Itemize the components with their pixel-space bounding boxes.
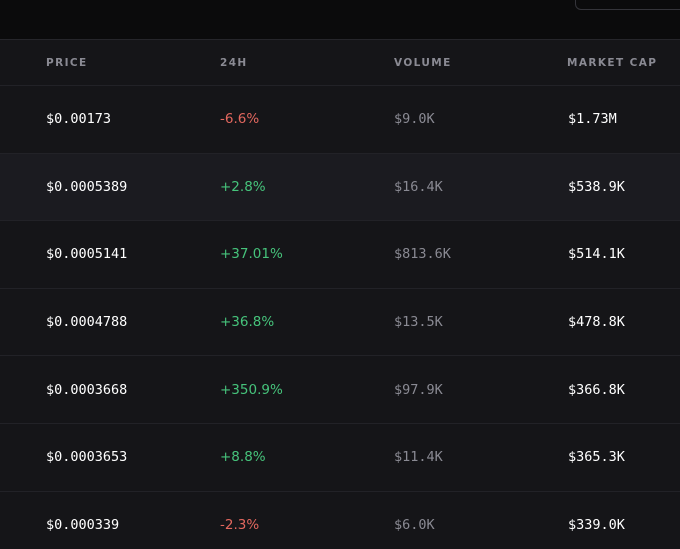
- market-cap-cell: $366.8K: [568, 381, 625, 398]
- table-row[interactable]: $0.0003653 +8.8% $11.4K $365.3K: [0, 423, 680, 492]
- change-24h-cell: +36.8%: [220, 314, 275, 331]
- top-bar: [0, 0, 680, 40]
- search-input[interactable]: [575, 0, 680, 10]
- change-24h-cell: -6.6%: [220, 111, 260, 128]
- price-cell: $0.00173: [46, 111, 112, 128]
- price-cell: $0.0004788: [46, 314, 128, 331]
- price-cell: $0.0005141: [46, 246, 128, 263]
- volume-cell: $813.6K: [394, 246, 451, 263]
- table-row[interactable]: $0.00173 -6.6% $9.0K $1.73M: [0, 86, 680, 154]
- volume-cell: $11.4K: [394, 449, 443, 466]
- volume-cell: $6.0K: [394, 516, 435, 533]
- change-24h-cell: +350.9%: [220, 381, 283, 398]
- token-table: PRICE 24H VOLUME MARKET CAP $0.00173 -6.…: [0, 40, 680, 549]
- table-row[interactable]: $0.000339 -2.3% $6.0K $339.0K: [0, 491, 680, 549]
- table-header: PRICE 24H VOLUME MARKET CAP: [0, 40, 680, 86]
- table-row[interactable]: $0.0005389 +2.8% $16.4K $538.9K: [0, 153, 680, 222]
- table-row[interactable]: $0.0004788 +36.8% $13.5K $478.8K: [0, 288, 680, 357]
- column-header-market-cap[interactable]: MARKET CAP: [567, 57, 658, 69]
- market-cap-cell: $538.9K: [568, 178, 625, 195]
- change-24h-cell: +2.8%: [220, 178, 266, 195]
- column-header-volume[interactable]: VOLUME: [394, 57, 452, 69]
- table-row[interactable]: $0.0003668 +350.9% $97.9K $366.8K: [0, 356, 680, 424]
- volume-cell: $16.4K: [394, 178, 443, 195]
- price-cell: $0.0005389: [46, 178, 128, 195]
- table-row[interactable]: $0.0005141 +37.01% $813.6K $514.1K: [0, 221, 680, 289]
- change-24h-cell: +8.8%: [220, 449, 266, 466]
- volume-cell: $97.9K: [394, 381, 443, 398]
- price-cell: $0.000339: [46, 516, 120, 533]
- market-cap-cell: $339.0K: [568, 516, 625, 533]
- volume-cell: $13.5K: [394, 314, 443, 331]
- volume-cell: $9.0K: [394, 111, 435, 128]
- change-24h-cell: -2.3%: [220, 516, 260, 533]
- market-cap-cell: $1.73M: [568, 111, 617, 128]
- column-header-price[interactable]: PRICE: [46, 57, 88, 69]
- market-cap-cell: $514.1K: [568, 246, 625, 263]
- market-cap-cell: $365.3K: [568, 449, 625, 466]
- price-cell: $0.0003668: [46, 381, 128, 398]
- price-cell: $0.0003653: [46, 449, 128, 466]
- column-header-24h[interactable]: 24H: [220, 57, 248, 69]
- market-cap-cell: $478.8K: [568, 314, 625, 331]
- change-24h-cell: +37.01%: [220, 246, 283, 263]
